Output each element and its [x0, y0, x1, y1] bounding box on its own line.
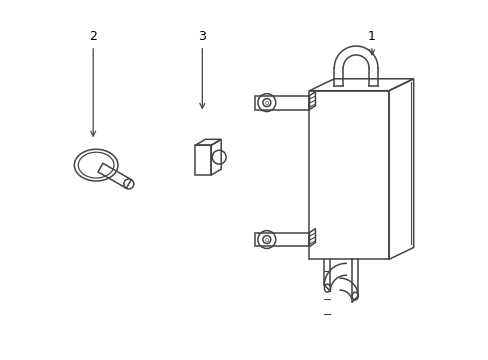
Text: 1: 1 — [367, 30, 375, 55]
Text: 2: 2 — [89, 30, 97, 136]
Text: o: o — [264, 100, 268, 105]
Text: o: o — [264, 237, 268, 243]
Text: 3: 3 — [198, 30, 206, 108]
